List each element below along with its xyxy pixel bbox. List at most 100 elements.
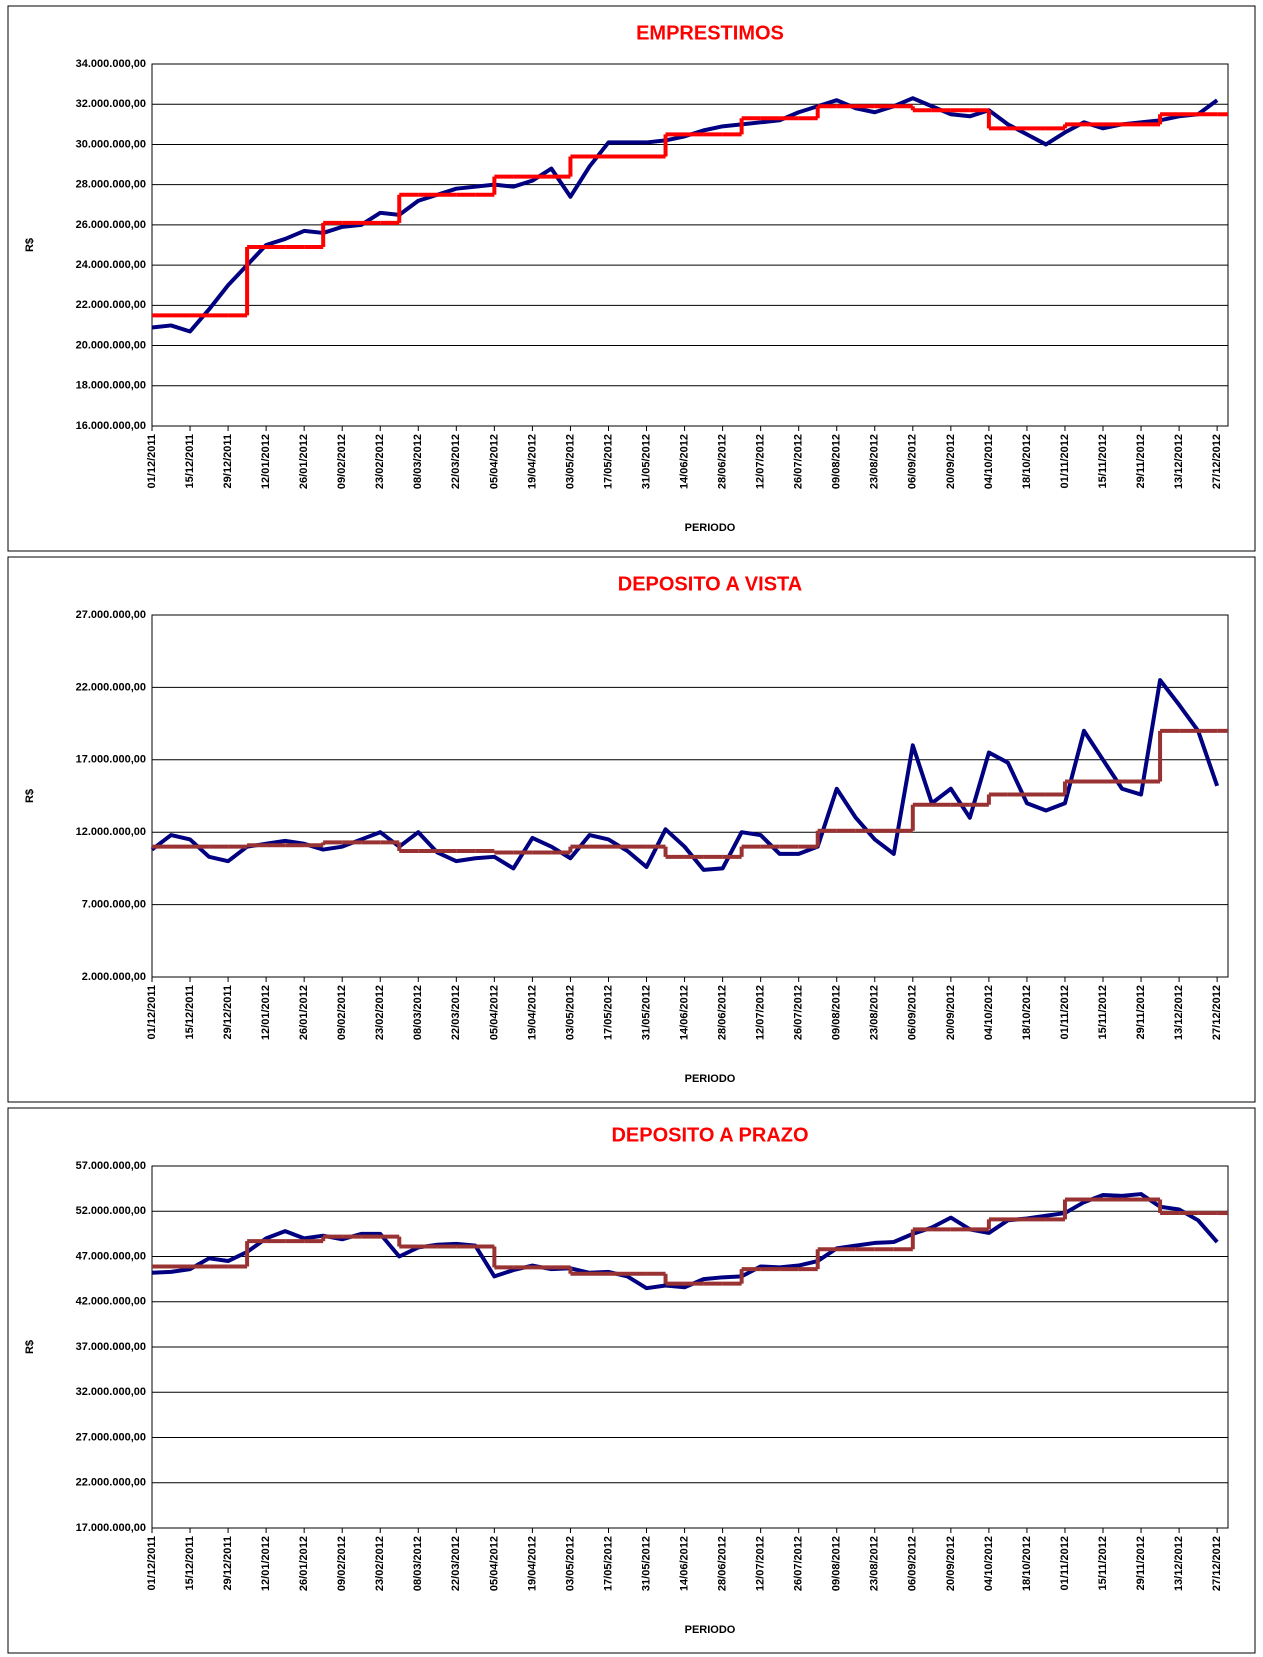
x-tick-label: 29/11/2012 xyxy=(1135,1536,1147,1590)
y-tick-label: 18.000.000,00 xyxy=(76,380,146,392)
x-tick-label: 12/07/2012 xyxy=(755,985,767,1040)
x-tick-label: 15/12/2011 xyxy=(184,434,196,488)
x-tick-label: 01/11/2012 xyxy=(1059,985,1071,1039)
x-tick-label: 13/12/2012 xyxy=(1173,434,1185,489)
panel-border xyxy=(7,5,1256,552)
x-tick-label: 15/11/2012 xyxy=(1097,985,1109,1039)
x-tick-label: 22/03/2012 xyxy=(450,985,462,1040)
x-tick-label: 29/11/2012 xyxy=(1135,985,1147,1039)
x-tick-label: 28/06/2012 xyxy=(717,434,729,489)
x-tick-label: 18/10/2012 xyxy=(1021,1536,1033,1591)
x-tick-label: 17/05/2012 xyxy=(602,1536,614,1591)
x-tick-label: 08/03/2012 xyxy=(412,985,424,1040)
chart-panel: DEPOSITO A VISTA 2.000.000,00 7.000.000,00… xyxy=(7,556,1256,1103)
x-axis-label: PERIODO xyxy=(685,522,736,534)
x-tick-label: 29/12/2011 xyxy=(222,434,234,488)
x-tick-label: 01/12/2011 xyxy=(146,434,158,488)
x-tick-label: 31/05/2012 xyxy=(640,1536,652,1591)
plot-frame xyxy=(151,63,1229,427)
x-tick-label: 12/01/2012 xyxy=(260,985,272,1040)
x-tick-label: 03/05/2012 xyxy=(564,434,576,489)
x-tick-label: 19/04/2012 xyxy=(526,1536,538,1591)
x-tick-label: 29/11/2012 xyxy=(1135,434,1147,488)
y-tick-label: 34.000.000,00 xyxy=(76,58,146,70)
step-riser xyxy=(245,1199,1163,1284)
x-tick-label: 05/04/2012 xyxy=(488,1536,500,1591)
y-tick-label: 47.000.000,00 xyxy=(76,1250,146,1262)
y-tick-label: 27.000.000,00 xyxy=(76,609,146,621)
x-tick-label: 15/12/2011 xyxy=(184,1536,196,1590)
x-tick-label: 12/01/2012 xyxy=(260,434,272,489)
plot-frame xyxy=(151,614,1229,978)
chart-title: EMPRESTIMOS xyxy=(636,22,784,44)
x-tick-label: 06/09/2012 xyxy=(907,434,919,489)
x-tick-label: 14/06/2012 xyxy=(678,1536,690,1591)
y-tick-label: 20.000.000,00 xyxy=(76,339,146,351)
x-tick-label: 26/07/2012 xyxy=(793,1536,805,1591)
x-tick-label: 27/12/2012 xyxy=(1211,985,1223,1040)
y-tick-label: 26.000.000,00 xyxy=(76,219,146,231)
x-tick-label: 04/10/2012 xyxy=(983,1536,995,1591)
x-tick-label: 06/09/2012 xyxy=(907,985,919,1040)
plot-frame xyxy=(151,1165,1229,1529)
x-tick-label: 12/07/2012 xyxy=(755,434,767,489)
x-tick-label: 20/09/2012 xyxy=(945,434,957,489)
x-tick-label: 23/02/2012 xyxy=(374,985,386,1040)
x-tick-label: 06/09/2012 xyxy=(907,1536,919,1591)
x-tick-label: 27/12/2012 xyxy=(1211,1536,1223,1591)
y-tick-label: 32.000.000,00 xyxy=(76,98,146,110)
x-tick-label: 23/02/2012 xyxy=(374,434,386,489)
step-riser xyxy=(245,106,1163,316)
y-tick-label: 27.000.000,00 xyxy=(76,1431,146,1443)
y-tick-label: 52.000.000,00 xyxy=(76,1205,146,1217)
x-tick-label: 09/02/2012 xyxy=(336,985,348,1040)
chart-title: DEPOSITO A VISTA xyxy=(618,573,802,595)
y-axis-label: R$ xyxy=(24,789,36,803)
step-riser xyxy=(245,730,1163,857)
x-tick-label: 09/02/2012 xyxy=(336,1536,348,1591)
x-tick-label: 23/08/2012 xyxy=(869,434,881,489)
x-tick-label: 17/05/2012 xyxy=(602,434,614,489)
x-tick-label: 13/12/2012 xyxy=(1173,1536,1185,1591)
y-tick-label: 12.000.000,00 xyxy=(76,826,146,838)
chart-title: DEPOSITO A PRAZO xyxy=(611,1124,808,1146)
x-tick-label: 19/04/2012 xyxy=(526,434,538,489)
x-tick-label: 26/07/2012 xyxy=(793,985,805,1040)
y-tick-label: 32.000.000,00 xyxy=(76,1386,146,1398)
x-tick-label: 09/02/2012 xyxy=(336,434,348,489)
x-tick-label: 17/05/2012 xyxy=(602,985,614,1040)
y-tick-label: 22.000.000,00 xyxy=(76,299,146,311)
x-tick-label: 20/09/2012 xyxy=(945,985,957,1040)
panel-border xyxy=(7,1107,1256,1654)
x-axis-label: PERIODO xyxy=(685,1624,736,1636)
x-tick-label: 08/03/2012 xyxy=(412,1536,424,1591)
x-tick-label: 03/05/2012 xyxy=(564,1536,576,1591)
x-tick-label: 01/12/2011 xyxy=(146,985,158,1039)
panel-border xyxy=(7,556,1256,1103)
x-tick-label: 29/12/2011 xyxy=(222,1536,234,1590)
x-tick-label: 26/01/2012 xyxy=(298,434,310,489)
y-axis-label: R$ xyxy=(24,238,36,252)
y-tick-label: 30.000.000,00 xyxy=(76,138,146,150)
x-tick-label: 18/10/2012 xyxy=(1021,985,1033,1040)
x-tick-label: 23/08/2012 xyxy=(869,985,881,1040)
x-tick-label: 12/07/2012 xyxy=(755,1536,767,1591)
data-line xyxy=(151,96,1219,334)
chart-panel: DEPOSITO A PRAZO 17.000.000,00 22.000.000,… xyxy=(7,1107,1256,1654)
x-tick-label: 14/06/2012 xyxy=(678,985,690,1040)
x-tick-label: 13/12/2012 xyxy=(1173,985,1185,1040)
y-tick-label: 17.000.000,00 xyxy=(76,1522,146,1534)
x-tick-label: 26/07/2012 xyxy=(793,434,805,489)
x-axis-label: PERIODO xyxy=(685,1073,736,1085)
y-tick-label: 7.000.000,00 xyxy=(82,899,146,911)
y-tick-label: 28.000.000,00 xyxy=(76,179,146,191)
x-tick-label: 14/06/2012 xyxy=(678,434,690,489)
x-tick-label: 29/12/2011 xyxy=(222,985,234,1039)
x-tick-label: 01/11/2012 xyxy=(1059,1536,1071,1590)
y-tick-label: 57.000.000,00 xyxy=(76,1160,146,1172)
y-tick-label: 42.000.000,00 xyxy=(76,1296,146,1308)
x-tick-label: 28/06/2012 xyxy=(717,1536,729,1591)
x-tick-label: 26/01/2012 xyxy=(298,1536,310,1591)
y-axis-label: R$ xyxy=(24,1340,36,1354)
